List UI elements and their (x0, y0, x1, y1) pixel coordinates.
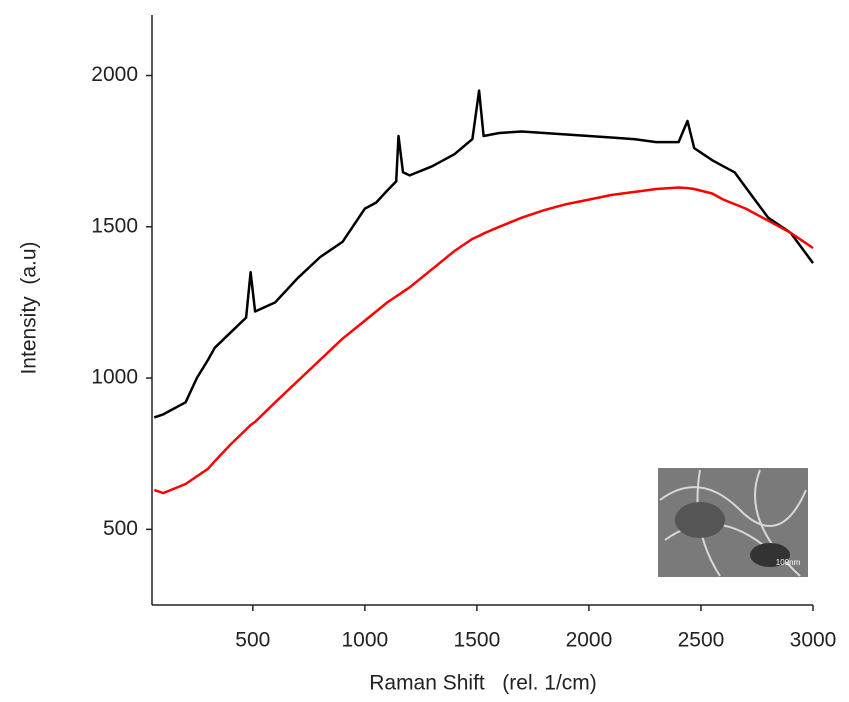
x-tick-label: 2500 (678, 629, 725, 652)
x-tick-label: 2000 (566, 629, 613, 652)
y-axis-label: Intensity (a.u) (18, 241, 41, 374)
x-axis-label: Raman Shift (rel. 1/cm) (369, 672, 597, 695)
x-tick-label: 1000 (342, 629, 389, 652)
y-tick-label: 500 (103, 517, 138, 540)
inset-scale-label: 100nm (776, 558, 801, 567)
inset-image (658, 468, 808, 577)
y-tick-label: 1500 (91, 214, 138, 237)
x-tick-label: 1500 (454, 629, 501, 652)
x-tick-label: 500 (235, 629, 270, 652)
x-tick-label: 3000 (790, 629, 837, 652)
series-line (153, 186, 814, 495)
y-tick-label: 2000 (91, 63, 138, 86)
series-line (153, 89, 815, 419)
y-tick-label: 1000 (91, 366, 138, 389)
